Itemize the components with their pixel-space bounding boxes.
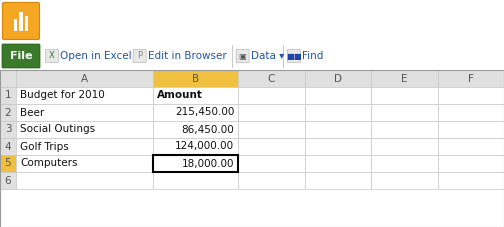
Bar [305,87,371,104]
Bar [25,16,28,30]
Bar [16,172,153,189]
Text: Data ▾: Data ▾ [250,51,284,61]
Text: D: D [334,74,342,84]
Text: Budget for 2010: Budget for 2010 [20,91,105,101]
Bar [16,104,153,121]
Text: ▣: ▣ [239,52,246,61]
Text: Social Outings: Social Outings [20,124,95,135]
Text: F: F [468,74,474,84]
Bar [437,121,504,138]
Bar [238,138,305,155]
Bar [153,121,238,138]
Bar [0,70,16,87]
Bar [305,172,371,189]
Bar [371,87,437,104]
Bar [437,172,504,189]
Bar [0,155,16,172]
Text: X: X [49,52,55,61]
Text: Edit in Browser: Edit in Browser [148,51,226,61]
Bar [0,87,16,104]
Bar [153,155,238,172]
Bar [16,70,153,87]
Bar [437,87,504,104]
Text: 18,000.00: 18,000.00 [182,158,234,168]
Bar [153,70,238,87]
Bar [238,104,305,121]
Bar [238,70,305,87]
Bar [437,70,504,87]
Bar [14,19,17,30]
Bar [238,87,305,104]
Bar [371,138,437,155]
Bar [305,70,371,87]
Bar [305,104,371,121]
Text: 2: 2 [5,108,11,118]
Text: Beer: Beer [20,108,44,118]
Bar [371,155,437,172]
Text: 4: 4 [5,141,11,151]
Text: P: P [137,52,142,61]
FancyBboxPatch shape [2,44,40,68]
Bar [153,104,238,121]
Bar [0,138,16,155]
Bar [437,104,504,121]
Bar [0,104,16,121]
Text: 6: 6 [5,175,11,185]
Text: Open in Excel: Open in Excel [60,51,132,61]
Text: E: E [401,74,408,84]
FancyBboxPatch shape [133,49,146,62]
FancyBboxPatch shape [287,49,300,62]
Text: C: C [268,74,275,84]
Text: ■■: ■■ [286,52,302,61]
Bar [16,87,153,104]
Bar [371,70,437,87]
Text: 215,450.00: 215,450.00 [175,108,234,118]
Text: 1: 1 [5,91,11,101]
Text: ECM Demo ▸ Company Documents ▸ 2010 Budget.xlsx: ECM Demo ▸ Company Documents ▸ 2010 Budg… [46,15,409,27]
Bar [0,121,16,138]
Bar [238,172,305,189]
Text: Amount: Amount [157,91,203,101]
FancyBboxPatch shape [236,49,249,62]
Text: Computers: Computers [20,158,78,168]
Bar [305,121,371,138]
Bar [19,12,23,30]
Bar [153,138,238,155]
Bar [238,155,305,172]
Bar [16,138,153,155]
Bar [305,138,371,155]
Bar [305,155,371,172]
Text: B: B [192,74,199,84]
FancyBboxPatch shape [3,2,39,39]
Bar [437,138,504,155]
Text: 3: 3 [5,124,11,135]
Bar [371,121,437,138]
Text: A: A [81,74,88,84]
Bar [16,155,153,172]
Bar [238,121,305,138]
Bar [16,121,153,138]
Text: 5: 5 [5,158,11,168]
Text: Golf Trips: Golf Trips [20,141,69,151]
Bar [153,87,238,104]
Bar [371,104,437,121]
Text: Find: Find [302,51,323,61]
Bar [437,155,504,172]
Text: 124,000.00: 124,000.00 [175,141,234,151]
Bar [371,172,437,189]
Text: File: File [10,51,32,61]
Text: 86,450.00: 86,450.00 [181,124,234,135]
Bar [153,172,238,189]
Bar [0,172,16,189]
FancyBboxPatch shape [45,49,58,62]
